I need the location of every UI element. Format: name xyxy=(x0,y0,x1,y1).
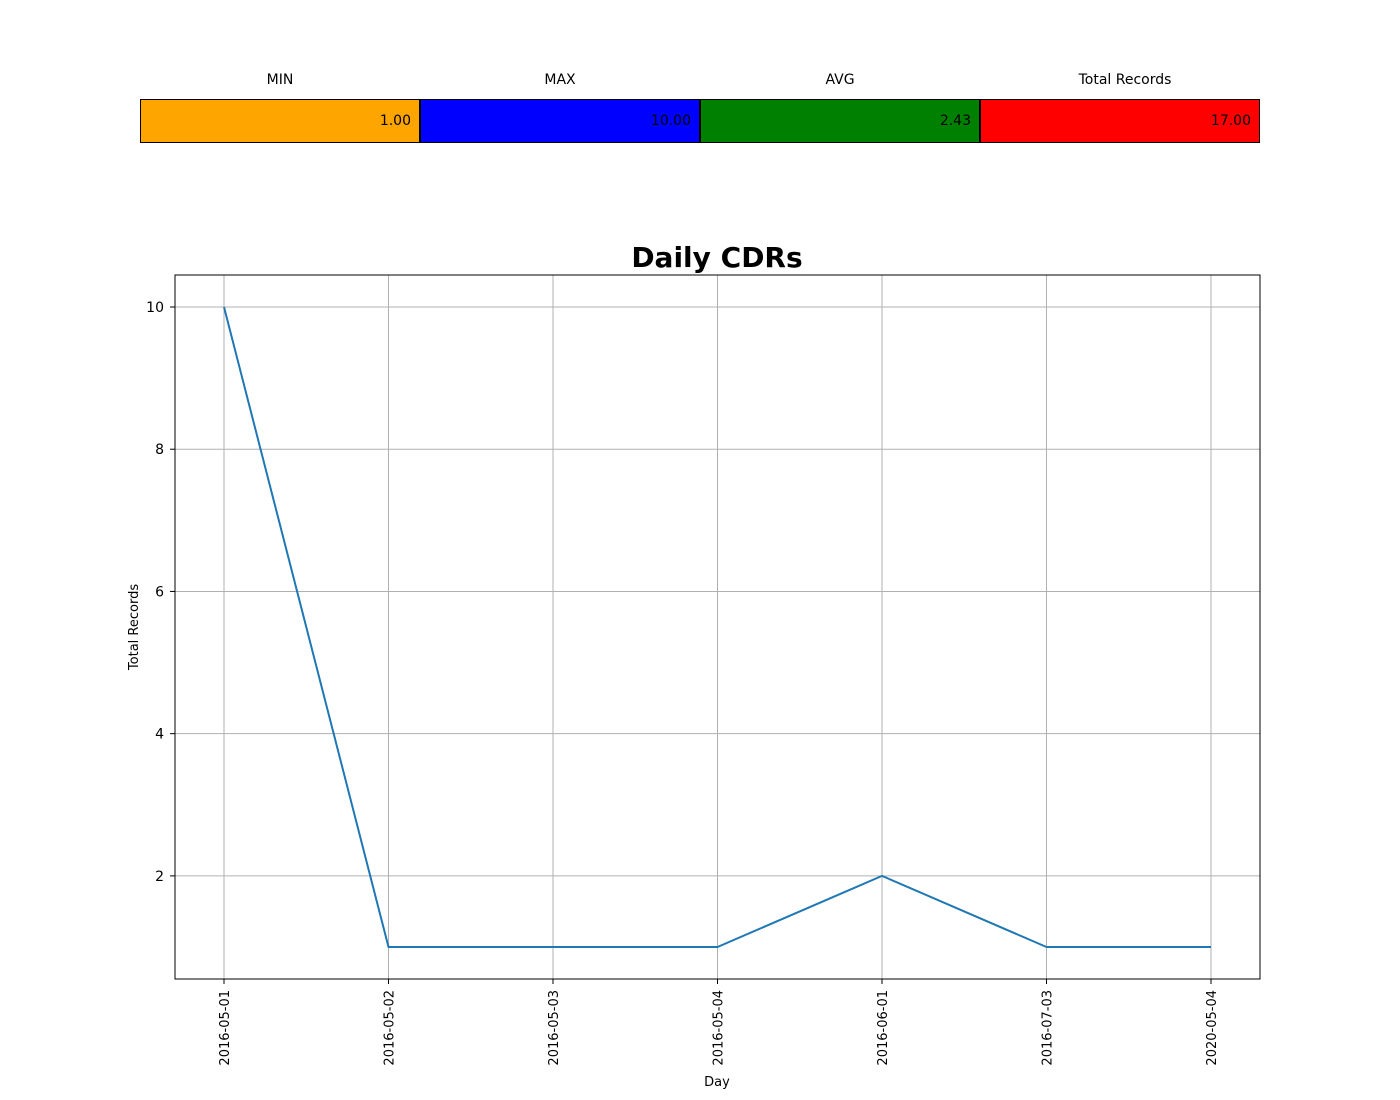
series-line xyxy=(223,306,1211,948)
y-tick-label: 2 xyxy=(155,869,164,885)
summary-col-min: MIN 1.00 xyxy=(140,60,420,144)
summary-value: 2.43 xyxy=(700,99,980,143)
x-tick-label: 2020-05-04 xyxy=(1205,990,1220,1066)
summary-col-total: Total Records 17.00 xyxy=(980,60,1260,144)
x-tick-label: 2016-06-01 xyxy=(876,990,891,1066)
x-axis: 2016-05-01 2016-05-02 2016-05-03 2016-05-04… xyxy=(218,979,1220,1066)
y-tick-label: 4 xyxy=(155,727,164,743)
summary-value: 1.00 xyxy=(140,99,420,143)
summary-value: 10.00 xyxy=(420,99,700,143)
summary-label: Total Records xyxy=(1078,72,1172,88)
x-tick-label: 2016-05-04 xyxy=(712,990,727,1066)
summary-label: MAX xyxy=(544,72,576,88)
y-tick-label: 6 xyxy=(155,584,164,600)
chart-title: Daily CDRs xyxy=(631,241,802,274)
summary-value: 17.00 xyxy=(980,99,1260,143)
x-axis-label: Day xyxy=(704,1075,730,1090)
series-layer xyxy=(223,306,1211,948)
x-tick-label: 2016-07-03 xyxy=(1041,990,1056,1066)
x-tick-label: 2016-05-02 xyxy=(383,990,398,1066)
summary-col-max: MAX 10.00 xyxy=(420,60,700,144)
y-axis-label: Total Records xyxy=(127,584,142,671)
summary-label: MIN xyxy=(266,72,294,88)
x-tick-label: 2016-05-03 xyxy=(547,990,562,1066)
y-axis: 2 4 6 8 10 xyxy=(146,300,175,885)
grid-lines xyxy=(175,275,1260,979)
summary-col-avg: AVG 2.43 xyxy=(700,60,980,144)
y-tick-label: 10 xyxy=(146,300,164,316)
x-tick-label: 2016-05-01 xyxy=(218,990,233,1066)
summary-label: AVG xyxy=(825,72,855,88)
y-tick-label: 8 xyxy=(155,442,164,458)
summary-table: MIN 1.00 MAX 10.00 AVG 2.43 Total Record… xyxy=(140,60,1260,144)
